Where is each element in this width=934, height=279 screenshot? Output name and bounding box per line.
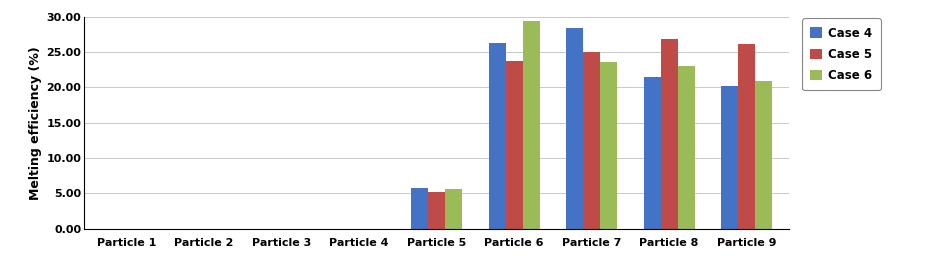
Bar [411, 189, 428, 229]
Bar [644, 77, 660, 229]
Bar [428, 192, 446, 229]
Bar [505, 61, 523, 229]
Legend: Case 4, Case 5, Case 6: Case 4, Case 5, Case 6 [802, 18, 881, 90]
Bar [566, 28, 583, 229]
Bar [755, 81, 772, 229]
Bar [583, 52, 601, 229]
Bar [488, 43, 505, 229]
Bar [523, 21, 540, 229]
Bar [738, 44, 755, 229]
Bar [446, 189, 462, 229]
Y-axis label: Melting efficiency (%): Melting efficiency (%) [29, 46, 42, 200]
Bar [660, 39, 678, 229]
Bar [601, 62, 617, 229]
Bar [721, 86, 738, 229]
Bar [678, 66, 695, 229]
